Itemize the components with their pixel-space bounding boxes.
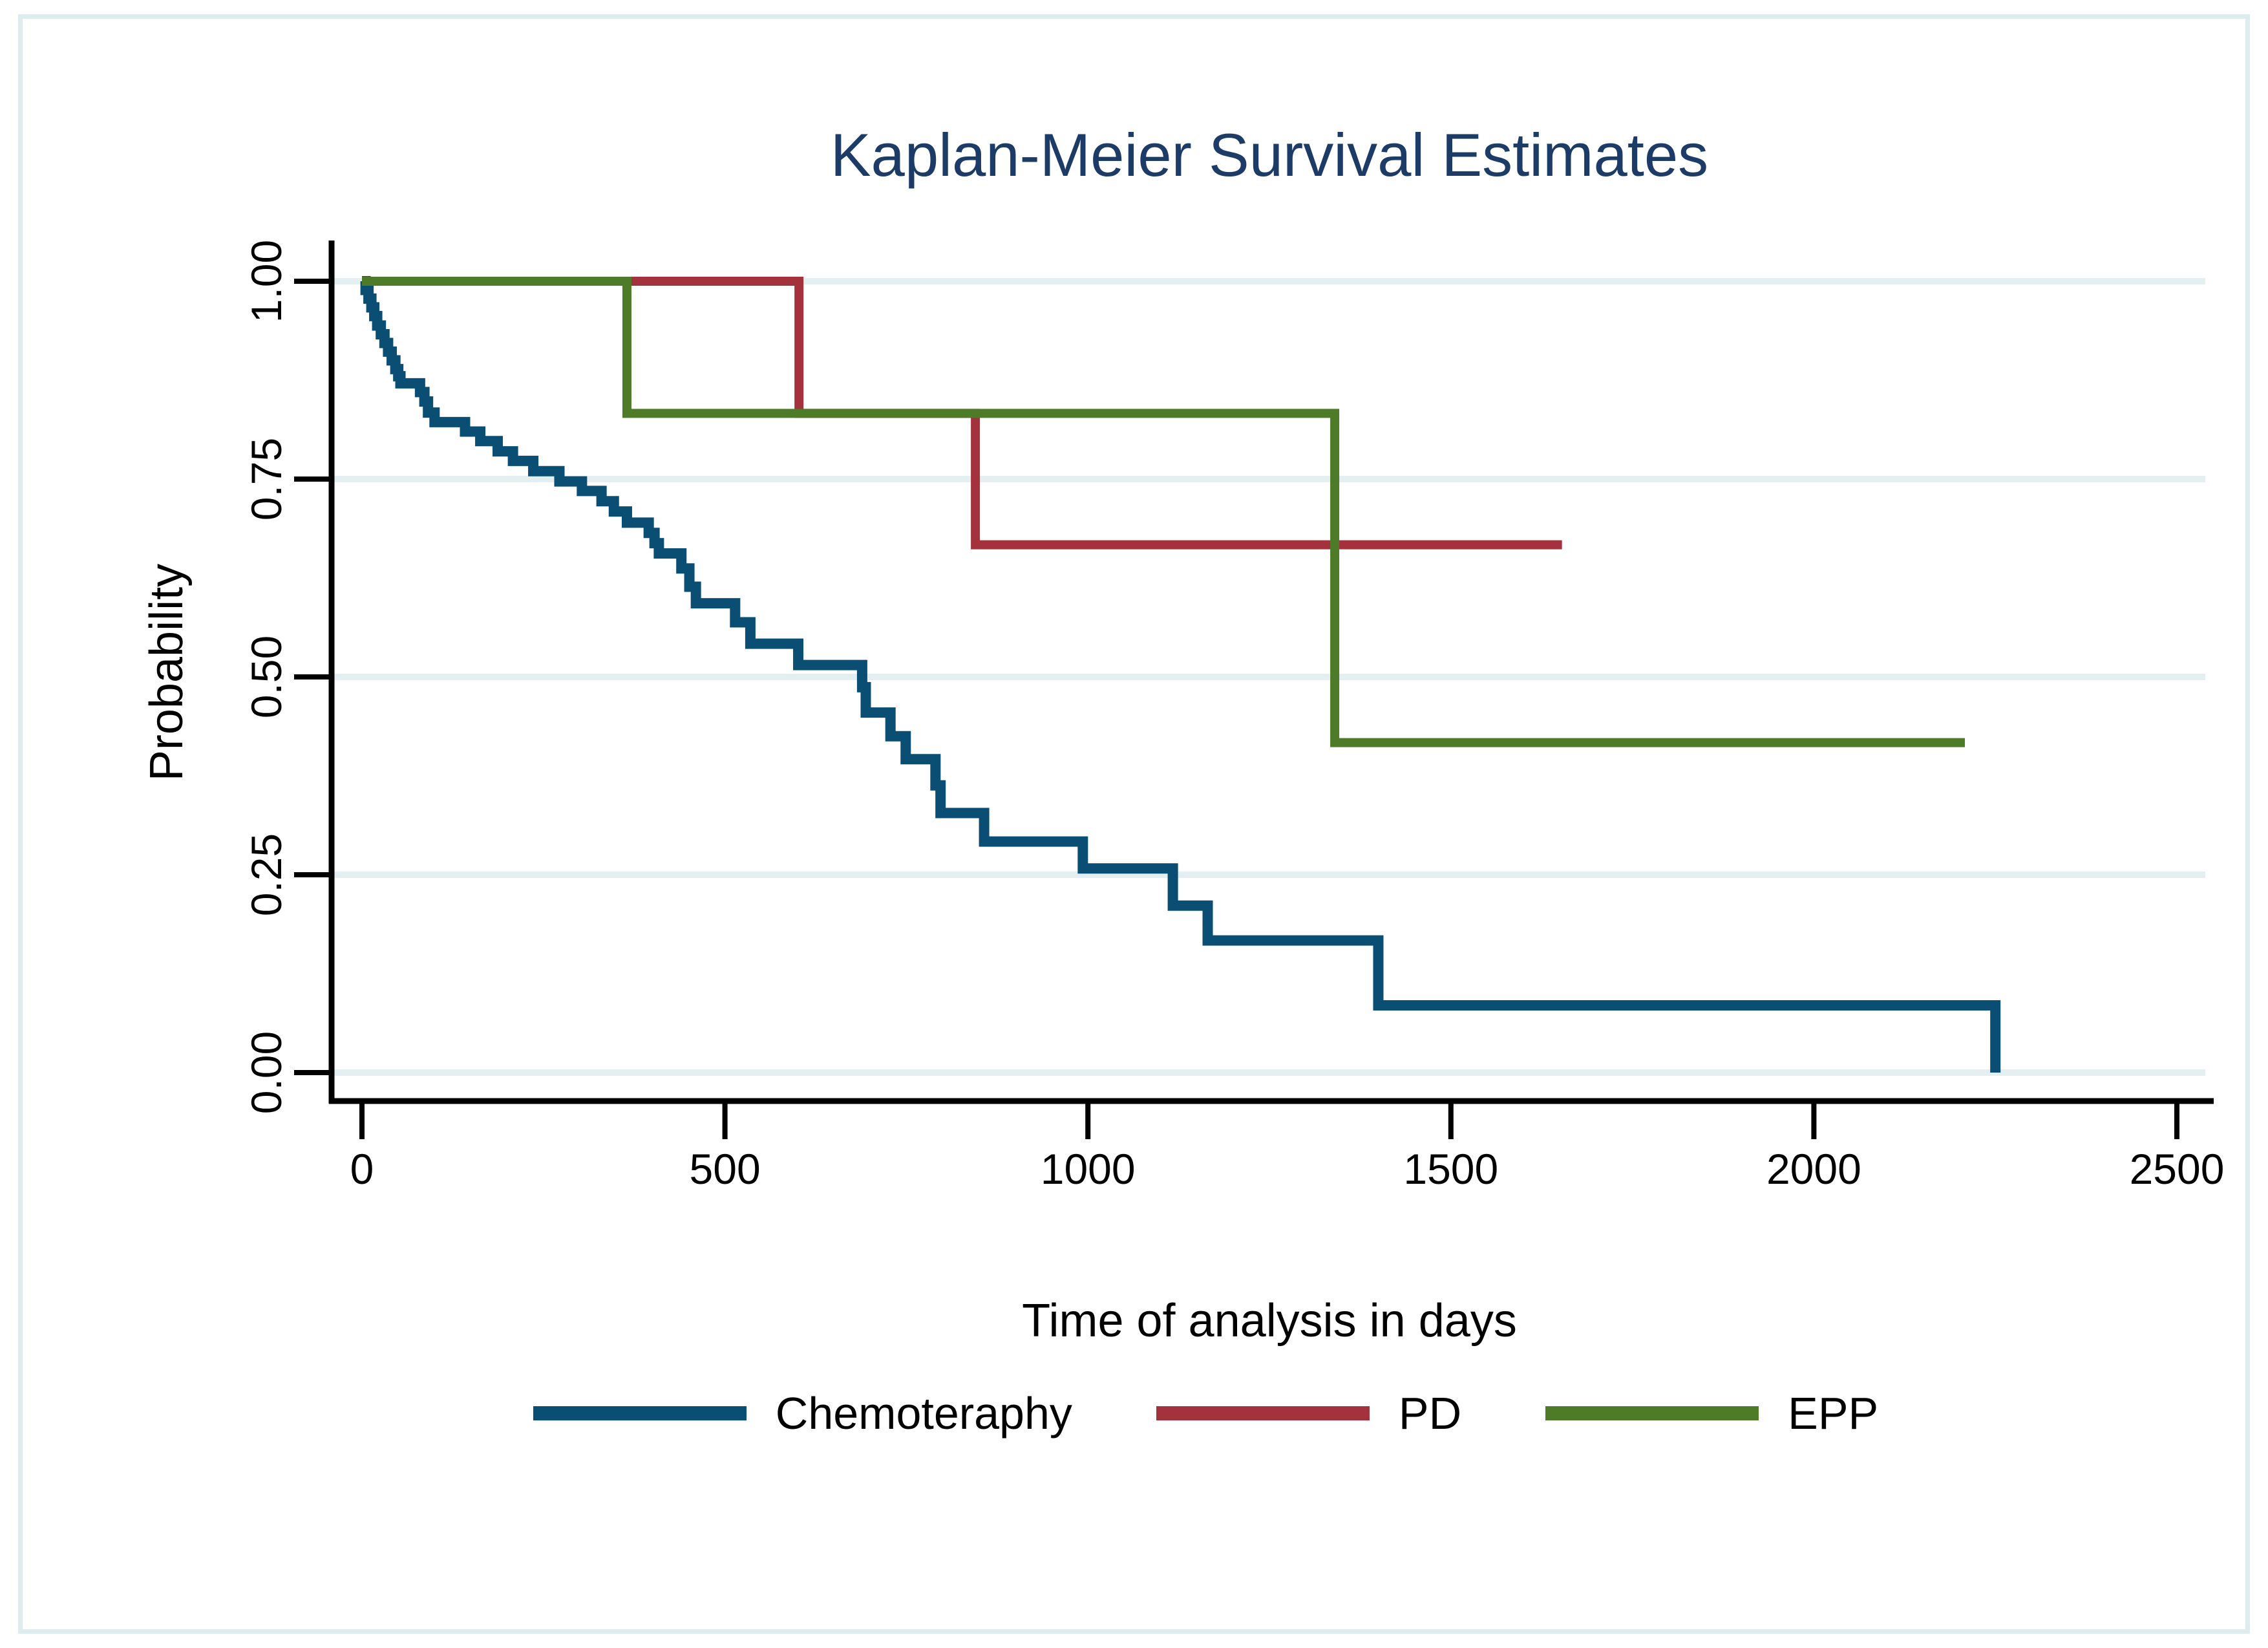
legend-item-epp: EPP	[1545, 1387, 1878, 1439]
x-tick-label-0: 0	[350, 1145, 374, 1193]
x-tick-label-2000: 2000	[1766, 1145, 1861, 1193]
legend-label-pd: PD	[1398, 1388, 1462, 1439]
x-axis-title: Time of analysis in days	[1022, 1295, 1517, 1347]
x-tick-label-1500: 1500	[1403, 1145, 1499, 1193]
legend-swatch-chemoteraphy-line	[533, 1406, 747, 1420]
x-tick-label-500: 500	[689, 1145, 761, 1193]
figure-outer-border	[18, 14, 2250, 1634]
legend-swatch-pd-line	[1156, 1406, 1370, 1420]
x-tick-label-1000: 1000	[1040, 1145, 1136, 1193]
legend-swatch-epp-line	[1545, 1406, 1759, 1420]
y-tick-label-1.00: 1.00	[242, 239, 290, 323]
legend-item-chemoteraphy: Chemoteraphy	[533, 1387, 1072, 1439]
legend: Chemoteraphy PD EPP	[143, 1380, 2268, 1447]
x-tick-label-2500: 2500	[2129, 1145, 2225, 1193]
legend-label-chemoteraphy: Chemoteraphy	[775, 1388, 1072, 1439]
y-tick-label-0.00: 0.00	[242, 1031, 290, 1115]
legend-label-epp: EPP	[1788, 1388, 1879, 1439]
y-tick-label-0.50: 0.50	[242, 635, 290, 719]
legend-item-pd: PD	[1156, 1387, 1461, 1439]
y-tick-label-0.25: 0.25	[242, 833, 290, 917]
y-tick-label-0.75: 0.75	[242, 437, 290, 521]
y-axis-title: Probability	[141, 563, 193, 782]
chart-title: Kaplan-Meier Survival Estimates	[830, 121, 1709, 189]
